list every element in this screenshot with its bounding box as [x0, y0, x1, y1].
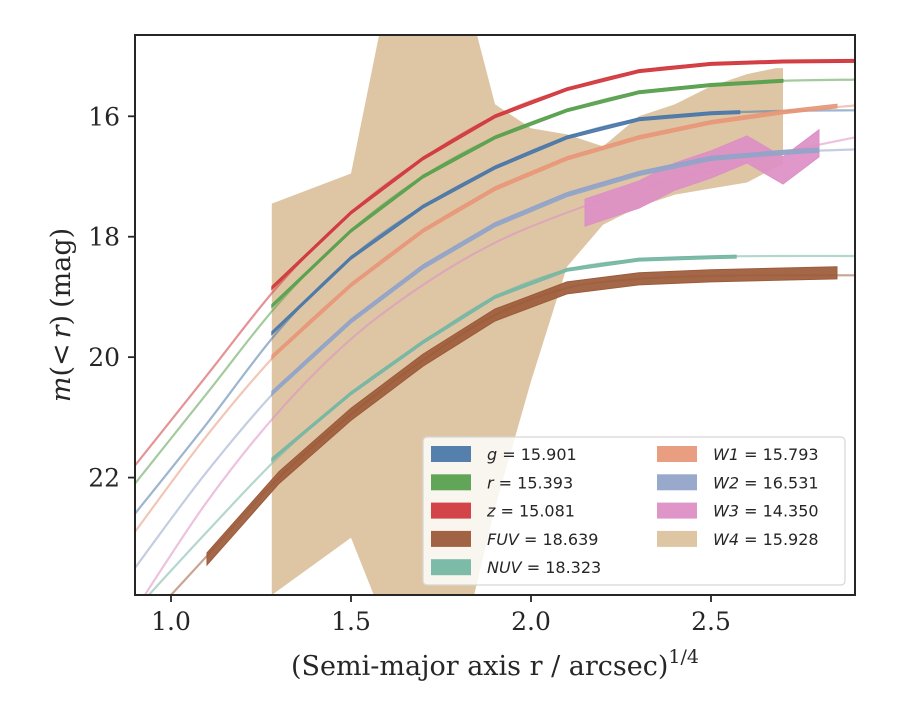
legend-swatch-W2	[657, 474, 697, 491]
x-tick-label: 2.5	[691, 607, 731, 636]
legend-label-W3: W3 = 14.350	[713, 502, 819, 521]
band-g	[271, 110, 741, 336]
y-label-close: )	[46, 315, 77, 326]
y-label-lt: <	[46, 343, 77, 366]
x-axis: 1.0 1.5 2.0 2.5	[151, 595, 731, 636]
x-axis-label-exponent: 1/4	[668, 646, 699, 668]
y-label-m: m	[46, 377, 77, 403]
x-tick-label: 1.5	[331, 607, 371, 636]
y-tick-label: 18	[88, 223, 120, 252]
y-label-unit: (mag)	[46, 228, 77, 308]
y-tick-label: 22	[88, 464, 120, 493]
legend-swatch-W1	[657, 446, 697, 462]
band-NUV	[271, 254, 737, 463]
y-label-r: r	[46, 323, 77, 338]
band-FUV	[206, 266, 838, 567]
legend-frame	[422, 436, 846, 586]
band-W2	[271, 147, 820, 397]
legend-swatch-g	[431, 446, 471, 462]
legend-swatch-FUV	[431, 530, 471, 547]
legend-label-NUV: NUV = 18.323	[487, 558, 601, 577]
legend-label-W2: W2 = 16.531	[713, 473, 819, 492]
band-r	[271, 78, 784, 309]
legend-label-W1: W1 = 15.793	[713, 445, 819, 464]
legend-swatch-r	[431, 474, 471, 491]
legend-swatch-z	[431, 502, 471, 519]
legend-swatch-NUV	[431, 559, 471, 576]
band-z	[271, 58, 855, 291]
plot-frame	[134, 34, 856, 596]
legend-swatch-W4	[657, 530, 697, 547]
legend-label-z: z = 15.081	[486, 502, 575, 521]
legend-label-FUV: FUV = 18.639	[487, 530, 598, 549]
band-W1	[271, 103, 838, 361]
y-label-open: (	[46, 366, 77, 377]
legend: g = 15.901 r = 15.393 z = 15.081 FUV = 18.6…	[422, 436, 846, 586]
legend-swatch-W3	[657, 502, 697, 519]
plot-area	[135, 35, 855, 595]
y-axis: 16 18 20 22	[88, 102, 135, 493]
x-axis-label-text: (Semi-major axis r / arcsec)	[291, 651, 668, 682]
x-tick-label: 1.0	[151, 607, 191, 636]
x-tick-label: 2.0	[511, 607, 551, 636]
legend-items: g = 15.901 r = 15.393 z = 15.081 FUV = 18.6…	[431, 445, 819, 577]
legend-label-g: g = 15.901	[487, 445, 577, 464]
y-axis-label: m(< r) (mag)	[46, 228, 77, 402]
y-tick-label: 20	[88, 343, 120, 372]
x-axis-label: (Semi-major axis r / arcsec)1/4	[291, 646, 699, 682]
legend-label-W4: W4 = 15.928	[713, 530, 819, 549]
legend-label-r: r = 15.393	[487, 473, 573, 492]
y-tick-label: 16	[88, 102, 120, 131]
